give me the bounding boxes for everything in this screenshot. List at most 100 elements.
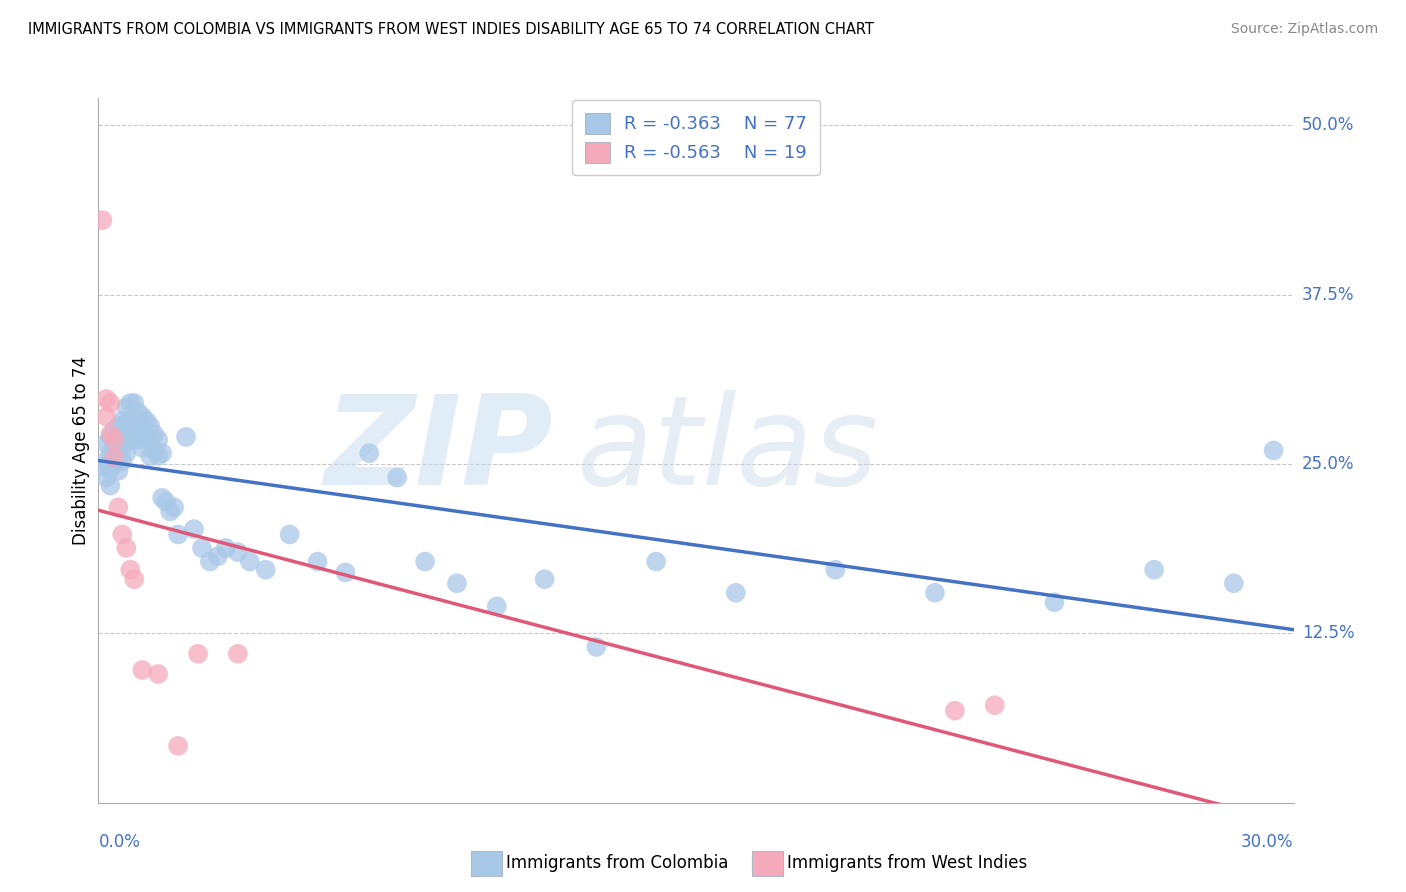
Point [207,549,229,564]
Point [139,433,162,447]
Point [103,457,125,471]
Point [645,555,668,569]
Point [943,704,966,718]
Point [1263,443,1285,458]
Point [107,500,129,515]
Point [115,446,138,460]
Point [127,419,149,434]
Point [191,541,214,555]
Point [120,563,142,577]
Point [96,409,118,424]
Point [120,396,142,410]
Point [307,555,329,569]
Point [98,427,122,442]
Point [139,449,162,463]
Y-axis label: Disability Age 65 to 74: Disability Age 65 to 74 [72,356,90,545]
Point [111,414,134,428]
Point [143,443,166,458]
Text: 25.0%: 25.0% [1302,455,1354,473]
Point [115,417,138,431]
Point [824,563,846,577]
Point [413,555,436,569]
Point [103,450,125,465]
Point [215,541,238,555]
Point [163,500,186,515]
Text: Immigrants from Colombia: Immigrants from Colombia [506,855,728,872]
Point [115,430,138,444]
Text: 12.5%: 12.5% [1302,624,1354,642]
Point [446,576,468,591]
Point [1223,576,1246,591]
Point [226,647,249,661]
Point [111,427,134,442]
Point [724,586,747,600]
Point [96,392,118,406]
Point [124,396,146,410]
Point [148,449,170,463]
Point [924,586,946,600]
Point [150,491,173,505]
Text: Source: ZipAtlas.com: Source: ZipAtlas.com [1230,22,1378,37]
Point [148,433,170,447]
Point [148,667,170,681]
Point [111,527,134,541]
Point [359,446,381,460]
Point [120,430,142,444]
Text: IMMIGRANTS FROM COLOMBIA VS IMMIGRANTS FROM WEST INDIES DISABILITY AGE 65 TO 74 : IMMIGRANTS FROM COLOMBIA VS IMMIGRANTS F… [28,22,875,37]
Point [120,412,142,426]
Point [984,698,1007,713]
Text: atlas: atlas [576,390,879,511]
Point [167,527,190,541]
Point [131,423,153,437]
Text: 50.0%: 50.0% [1302,116,1354,134]
Point [143,427,166,442]
Point [385,470,409,484]
Text: 0.0%: 0.0% [98,833,141,851]
Point [159,504,181,518]
Point [103,433,125,447]
Point [1143,563,1166,577]
Point [485,599,508,614]
Point [103,423,125,437]
Text: ZIP: ZIP [323,390,553,511]
Point [131,409,153,424]
Point [107,433,129,447]
Point [124,414,146,428]
Point [98,430,122,444]
Point [107,446,129,460]
Point [124,572,146,586]
Point [135,414,157,428]
Point [226,545,249,559]
Point [127,405,149,419]
Point [174,430,197,444]
Text: Immigrants from West Indies: Immigrants from West Indies [787,855,1028,872]
Point [98,478,122,492]
Point [183,522,205,536]
Point [111,454,134,468]
Point [585,640,607,654]
Point [131,441,153,455]
Point [124,433,146,447]
Point [98,462,122,476]
Point [239,555,262,569]
Point [198,555,221,569]
Point [127,433,149,447]
Point [254,563,277,577]
Text: 37.5%: 37.5% [1302,285,1354,303]
Point [155,495,177,509]
Point [167,739,190,753]
Point [111,441,134,455]
Point [91,459,114,474]
Text: 30.0%: 30.0% [1241,833,1294,851]
Point [107,464,129,478]
Point [1043,595,1066,609]
Point [115,400,138,414]
Point [103,441,125,455]
Point [91,213,114,227]
Point [96,454,118,468]
Point [131,663,153,677]
Point [278,527,301,541]
Legend: R = -0.363    N = 77, R = -0.563    N = 19: R = -0.363 N = 77, R = -0.563 N = 19 [572,100,820,175]
Point [107,419,129,434]
Point [533,572,555,586]
